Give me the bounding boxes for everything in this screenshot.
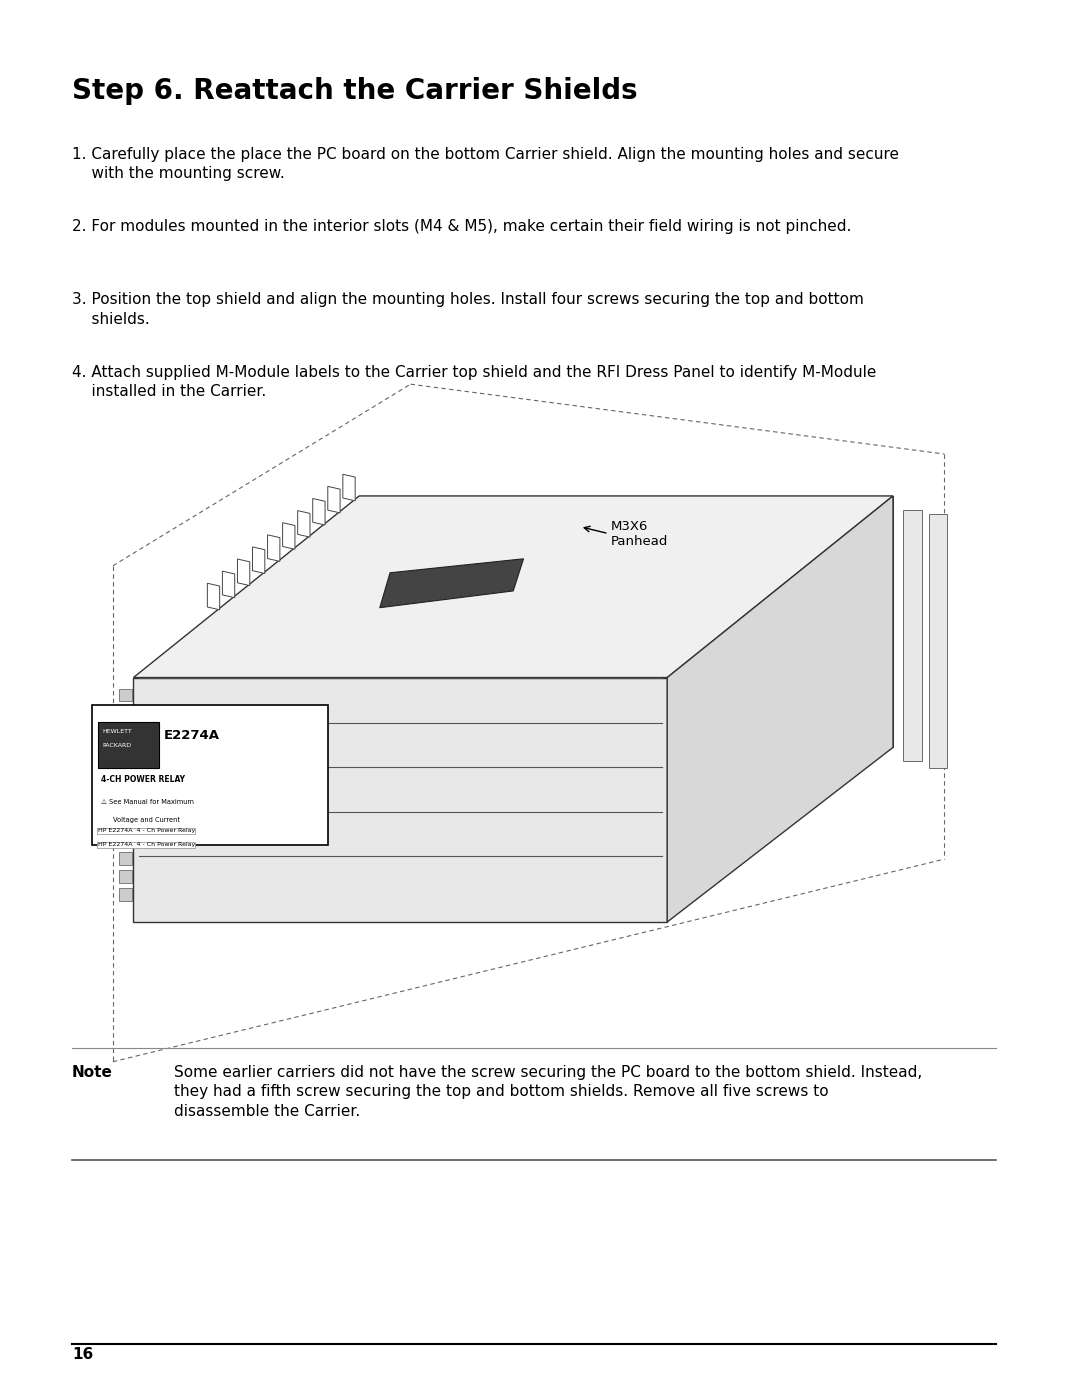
- Polygon shape: [283, 522, 295, 549]
- Text: 4-CH POWER RELAY: 4-CH POWER RELAY: [100, 775, 185, 784]
- Polygon shape: [119, 761, 133, 774]
- Polygon shape: [207, 584, 219, 609]
- Polygon shape: [97, 722, 159, 768]
- Text: E2274A: E2274A: [164, 729, 220, 742]
- Polygon shape: [238, 559, 249, 585]
- Text: M3X6
Panhead: M3X6 Panhead: [611, 520, 669, 548]
- Polygon shape: [134, 496, 893, 678]
- Polygon shape: [93, 705, 328, 845]
- Text: Note: Note: [72, 1065, 112, 1080]
- Polygon shape: [667, 496, 893, 922]
- Polygon shape: [119, 888, 133, 901]
- Text: PACKARD: PACKARD: [103, 743, 132, 749]
- Polygon shape: [222, 571, 234, 598]
- Text: HP E2274A  4 - Ch Power Relay: HP E2274A 4 - Ch Power Relay: [97, 828, 194, 834]
- Polygon shape: [903, 510, 921, 761]
- Polygon shape: [119, 852, 133, 865]
- Polygon shape: [119, 707, 133, 719]
- Polygon shape: [328, 486, 340, 513]
- Text: ⚠ See Manual for Maximum: ⚠ See Manual for Maximum: [100, 799, 193, 805]
- Polygon shape: [119, 870, 133, 883]
- Polygon shape: [134, 678, 667, 922]
- Polygon shape: [119, 743, 133, 756]
- Text: 3. Position the top shield and align the mounting holes. Install four screws sec: 3. Position the top shield and align the…: [72, 292, 864, 327]
- Text: Some earlier carriers did not have the screw securing the PC board to the bottom: Some earlier carriers did not have the s…: [175, 1065, 922, 1119]
- Polygon shape: [360, 496, 893, 747]
- Text: 4. Attach supplied M-Module labels to the Carrier top shield and the RFI Dress P: 4. Attach supplied M-Module labels to th…: [72, 365, 876, 400]
- Polygon shape: [342, 474, 355, 502]
- Polygon shape: [268, 535, 280, 562]
- Polygon shape: [119, 798, 133, 810]
- Polygon shape: [119, 689, 133, 701]
- Text: HEWLETT: HEWLETT: [103, 729, 133, 735]
- Polygon shape: [119, 834, 133, 847]
- Text: Voltage and Current: Voltage and Current: [113, 817, 180, 823]
- Polygon shape: [119, 816, 133, 828]
- Text: HP E2274A  4 - Ch Power Relay: HP E2274A 4 - Ch Power Relay: [97, 842, 194, 848]
- Text: 2. For modules mounted in the interior slots (M4 & M5), make certain their field: 2. For modules mounted in the interior s…: [72, 219, 851, 235]
- Text: Step 6. Reattach the Carrier Shields: Step 6. Reattach the Carrier Shields: [72, 77, 637, 105]
- Polygon shape: [929, 514, 947, 768]
- Polygon shape: [380, 559, 524, 608]
- Text: 16: 16: [72, 1347, 93, 1362]
- Polygon shape: [119, 780, 133, 792]
- Polygon shape: [298, 510, 310, 536]
- Polygon shape: [313, 499, 325, 525]
- Polygon shape: [253, 546, 265, 573]
- Text: 1. Carefully place the place the PC board on the bottom Carrier shield. Align th: 1. Carefully place the place the PC boar…: [72, 147, 899, 182]
- Polygon shape: [119, 725, 133, 738]
